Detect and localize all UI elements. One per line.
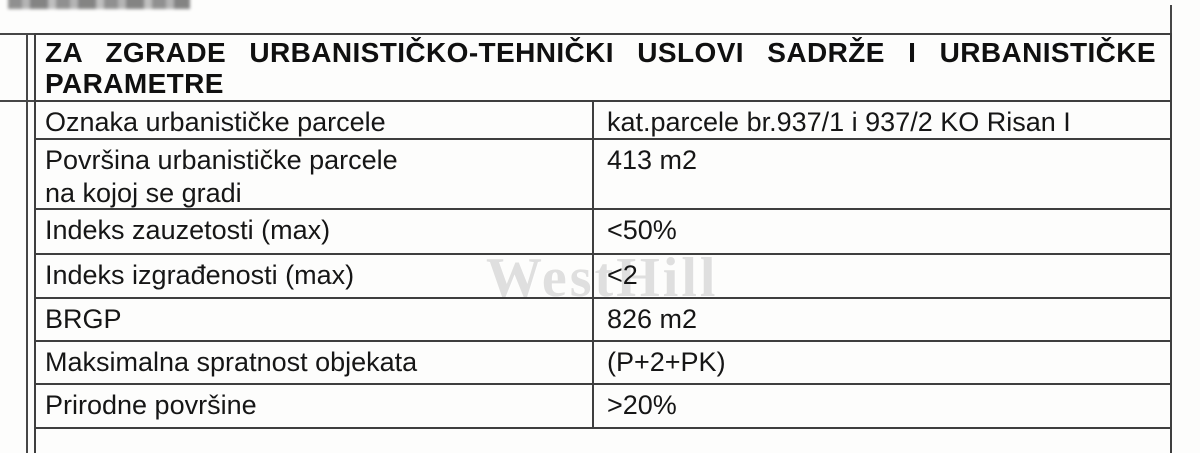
outer-table-left-line	[26, 33, 28, 453]
row-label: Maksimalna spratnost objekata	[36, 342, 594, 383]
row-value: >20%	[607, 390, 677, 420]
table-row-spratnost: Maksimalna spratnost objekata (P+2+PK)	[36, 342, 1170, 385]
cutoff-bottom-row	[36, 429, 1170, 453]
urban-parameters-table: ZA ZGRADE URBANISTIČKO-TEHNIČKI USLOVI S…	[34, 33, 1172, 453]
row-value: (P+2+PK)	[607, 347, 726, 377]
row-label-empty	[36, 429, 594, 453]
row-value: <50%	[607, 215, 677, 245]
row-label: Oznaka urbanističke parcele	[36, 102, 594, 138]
outer-row-line-top	[0, 33, 36, 35]
table-row-prirodne-povrsine: Prirodne površine >20%	[36, 385, 1170, 429]
row-label: Prirodne površine	[36, 385, 594, 427]
row-value: <2	[607, 260, 638, 290]
table-row-indeks-zauzetosti: Indeks zauzetosti (max) <50%	[36, 210, 1170, 255]
cutoff-text-artifact	[8, 0, 190, 9]
row-value: 413 m2	[607, 145, 698, 175]
table-row-oznaka: Oznaka urbanističke parcele kat.parcele …	[36, 102, 1170, 140]
row-value-empty	[594, 429, 1170, 453]
table-row-povrsina: Površina urbanističke parcele na kojoj s…	[36, 140, 1170, 210]
table-row-brgp: BRGP 826 m2	[36, 299, 1170, 342]
row-value: 826 m2	[607, 304, 698, 334]
row-value: kat.parcele br.937/1 i 937/2 KO Risan I	[607, 107, 1071, 137]
row-label: Indeks zauzetosti (max)	[36, 210, 594, 253]
table-row-indeks-izgradjenosti: Indeks izgrađenosti (max) <2	[36, 255, 1170, 299]
row-label: BRGP	[36, 299, 594, 340]
table-title: ZA ZGRADE URBANISTIČKO-TEHNIČKI USLOVI S…	[45, 37, 1156, 99]
row-label: Indeks izgrađenosti (max)	[36, 255, 594, 297]
right-border-overrun	[1170, 5, 1172, 35]
table-header-row: ZA ZGRADE URBANISTIČKO-TEHNIČKI USLOVI S…	[36, 35, 1170, 102]
outer-row-line-bottom	[0, 100, 36, 102]
row-label: Površina urbanističke parcele na kojoj s…	[36, 140, 594, 208]
